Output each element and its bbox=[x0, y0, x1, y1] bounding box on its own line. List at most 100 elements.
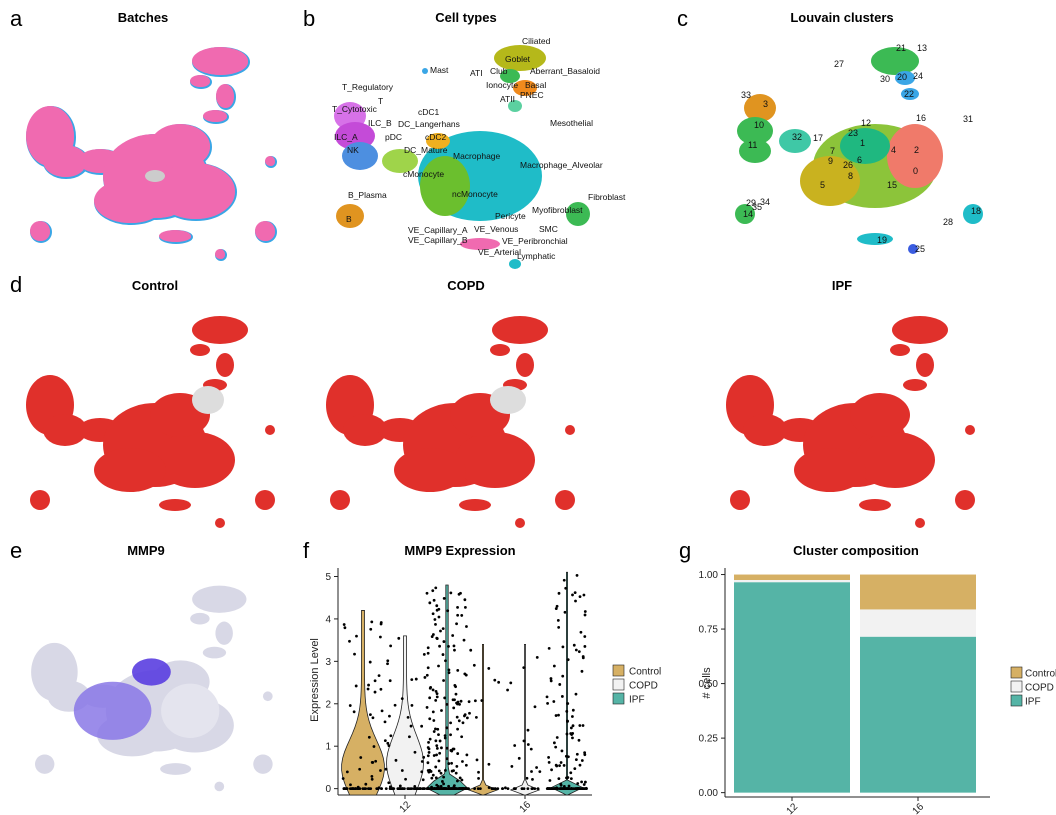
violin-point bbox=[447, 784, 450, 788]
cluster-label: 7 bbox=[830, 146, 835, 156]
violin-point bbox=[420, 724, 424, 728]
y-tick-label: 0.75 bbox=[699, 625, 719, 636]
violin-point bbox=[455, 787, 459, 791]
violin-point bbox=[557, 591, 561, 595]
violin-point bbox=[493, 678, 497, 682]
violin-point bbox=[445, 757, 449, 761]
umap-copd bbox=[326, 316, 575, 528]
cluster-label: 10 bbox=[754, 120, 764, 130]
cluster-label: 6 bbox=[857, 155, 862, 165]
violin-point bbox=[452, 787, 455, 791]
violin-point bbox=[513, 744, 517, 747]
violin-point bbox=[435, 637, 439, 640]
violin-point bbox=[434, 739, 438, 743]
violin-point bbox=[560, 695, 564, 698]
violin-point bbox=[460, 778, 464, 782]
cluster-label: 5 bbox=[820, 180, 825, 190]
legend-swatch-control bbox=[1010, 666, 1023, 679]
bar-control-16 bbox=[860, 574, 976, 610]
violin-point bbox=[473, 787, 477, 791]
violin-point bbox=[434, 776, 438, 780]
y-axis-title-composition: # cells bbox=[701, 667, 713, 699]
cell-type-label: Mesothelial bbox=[550, 118, 593, 128]
panel-g: g Cluster composition # cells 0.000.250.… bbox=[679, 538, 1056, 815]
violin-point bbox=[562, 764, 566, 767]
violin-point bbox=[456, 752, 460, 755]
violin-point bbox=[547, 646, 551, 650]
cell-type-label: B bbox=[346, 214, 352, 224]
violin-point bbox=[583, 645, 587, 648]
violin-point bbox=[437, 759, 441, 763]
violin-point bbox=[461, 760, 464, 763]
violin-point bbox=[370, 777, 374, 781]
panel-letter-g: g bbox=[679, 538, 691, 563]
violin-point bbox=[414, 677, 418, 681]
violin-point bbox=[426, 787, 430, 791]
violin-point bbox=[371, 716, 375, 720]
cell-type-label: cMonocyte bbox=[403, 169, 444, 179]
cell-type-label: VE_Capillary_B bbox=[408, 235, 468, 245]
violin-point bbox=[533, 705, 537, 709]
violin-point bbox=[454, 685, 457, 689]
violin-point bbox=[557, 626, 561, 629]
violin-point bbox=[434, 698, 438, 702]
violin-point bbox=[432, 730, 436, 733]
cluster-label: 32 bbox=[792, 132, 802, 142]
violin-point bbox=[456, 668, 460, 672]
cluster-labels: 0123456789101112131415161718192021222324… bbox=[741, 43, 981, 254]
legend-swatch-ipf bbox=[1010, 694, 1023, 707]
violin-point bbox=[374, 759, 378, 763]
violin-point bbox=[577, 650, 581, 654]
violin-point bbox=[578, 595, 582, 599]
violin-point bbox=[533, 787, 537, 791]
violin-point bbox=[456, 779, 459, 783]
violin-point bbox=[443, 769, 447, 772]
violin-point bbox=[477, 770, 480, 774]
violin-point bbox=[431, 688, 435, 692]
cluster-label: 26 bbox=[843, 160, 853, 170]
violin-point bbox=[441, 653, 445, 656]
violin-point bbox=[348, 704, 352, 707]
legend-label: COPD bbox=[1025, 683, 1054, 694]
x-tick-label: 16 bbox=[911, 801, 927, 815]
violin-point bbox=[389, 644, 393, 648]
cell-type-label: Club bbox=[490, 66, 508, 76]
panel-e: e MMP9 bbox=[10, 538, 273, 792]
cell-type-label: Ciliated bbox=[522, 36, 551, 46]
violin-point bbox=[435, 608, 439, 612]
violin-point bbox=[387, 744, 391, 748]
cluster-label: 24 bbox=[913, 71, 923, 81]
violin-point bbox=[579, 630, 583, 634]
violin-point bbox=[435, 747, 439, 750]
violin-point bbox=[447, 644, 450, 648]
violin-point bbox=[510, 765, 514, 768]
violin-point bbox=[352, 710, 356, 714]
cluster-label: 20 bbox=[897, 72, 907, 82]
violin-point bbox=[451, 634, 455, 637]
violin-point bbox=[355, 634, 358, 638]
cell-type-label: DC_Langerhans bbox=[398, 119, 460, 129]
violin-point bbox=[428, 696, 432, 700]
violin-point bbox=[370, 774, 374, 778]
cell-type-label: cDC1 bbox=[418, 107, 440, 117]
violin-point bbox=[529, 747, 533, 751]
cluster-label: 0 bbox=[913, 166, 918, 176]
violin-point bbox=[504, 786, 507, 790]
violin-point bbox=[432, 787, 436, 791]
violin-point bbox=[555, 604, 559, 608]
violin-point bbox=[566, 776, 570, 779]
violin-point bbox=[566, 658, 570, 662]
cell-type-label: VE_Venous bbox=[474, 224, 518, 234]
violin-point bbox=[353, 652, 356, 656]
panel-title-c: Louvain clusters bbox=[790, 10, 893, 25]
violin-point bbox=[438, 644, 441, 648]
violin-point bbox=[438, 739, 442, 743]
violin-point bbox=[425, 673, 429, 677]
panel-letter-f: f bbox=[303, 538, 310, 563]
cluster-label: 19 bbox=[877, 235, 887, 245]
violin-legend: Control COPD IPF bbox=[612, 664, 661, 706]
violin-point bbox=[454, 692, 458, 696]
legend-label: COPD bbox=[629, 681, 658, 692]
violin-point bbox=[342, 623, 346, 626]
cell-type-label: Myofibroblast bbox=[532, 205, 583, 215]
